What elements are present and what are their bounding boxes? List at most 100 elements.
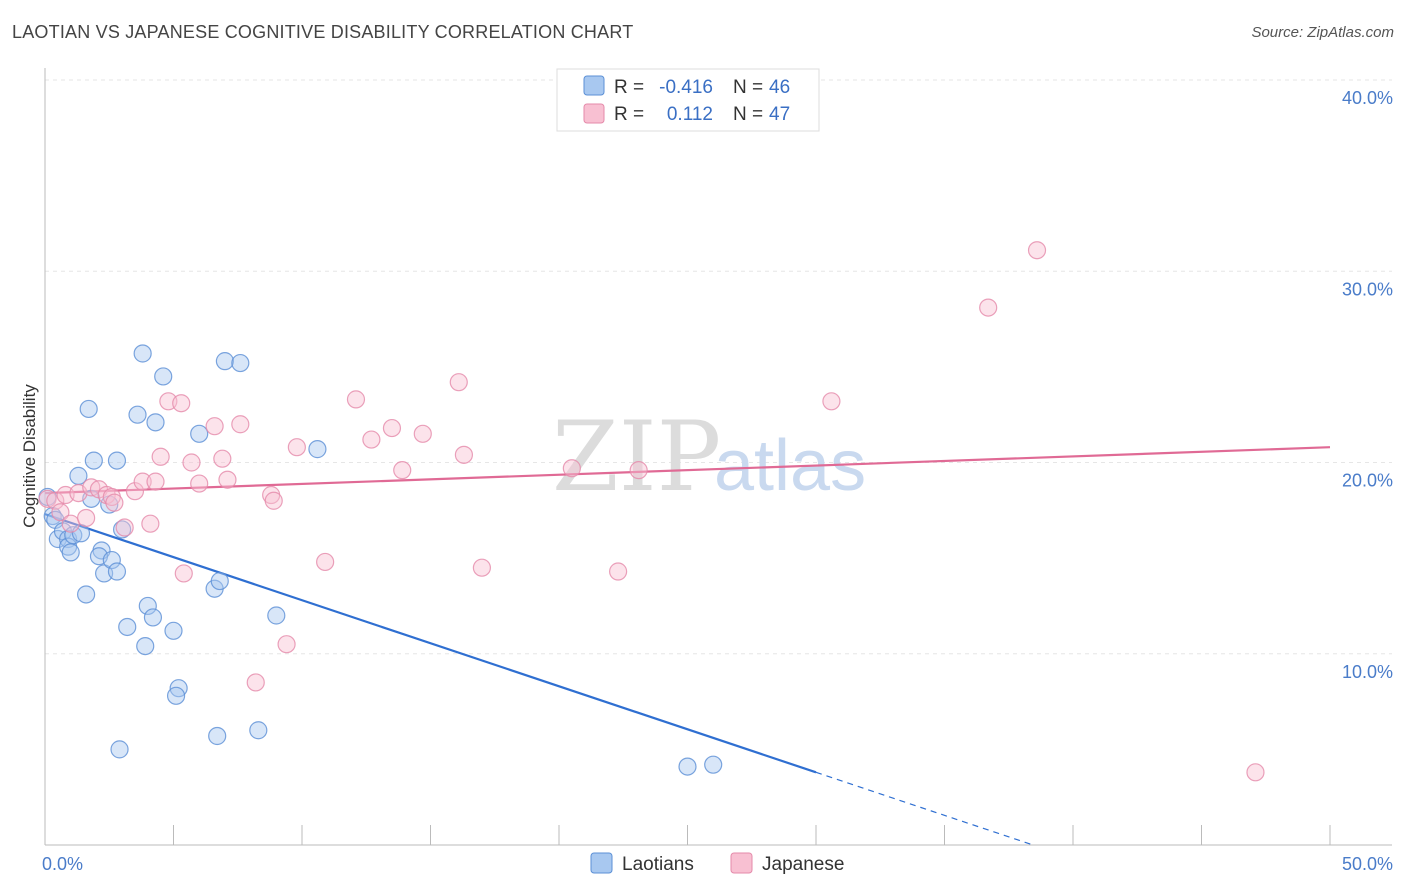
japanese-point-14 (133, 472, 152, 491)
laotian-point-43 (110, 740, 129, 759)
trendline-laotians-extension (815, 771, 1035, 847)
japanese-point-6 (77, 508, 96, 528)
laotian-point-37 (210, 571, 229, 591)
y-tick-label-20: 20.0% (1342, 471, 1393, 491)
laotian-point-7 (61, 543, 80, 562)
laotian-point-19 (102, 550, 121, 570)
japanese-point-31 (287, 438, 306, 457)
japanese-point-23 (205, 417, 224, 436)
laotian-point-20 (107, 562, 127, 581)
legend-top: R = -0.416 N = 46 R = 0.112 N = 47 (556, 68, 820, 132)
trendline-laotians (44, 513, 817, 774)
japanese-point-37 (413, 424, 432, 443)
axes (44, 68, 1392, 846)
legend-bottom: Laotians Japanese (590, 852, 844, 875)
legend-r-label-2: R = (614, 104, 644, 125)
legend-swatch-laotians (583, 75, 605, 96)
laotian-point-41 (267, 606, 286, 625)
japanese-point-40 (472, 558, 491, 577)
trendline-japanese (44, 446, 1331, 495)
laotian-point-30 (154, 367, 173, 386)
japanese-point-17 (151, 447, 170, 466)
japanese-point-44 (822, 392, 841, 411)
laotian-point-45 (704, 755, 723, 774)
japanese-point-27 (246, 673, 265, 692)
legend-r-value-1: -0.416 (659, 77, 713, 98)
laotian-point-11 (77, 585, 96, 604)
japanese-point-29 (264, 491, 283, 510)
bottom-swatch-japanese (730, 852, 753, 874)
chart-source: Source: ZipAtlas.com (1251, 24, 1394, 41)
japanese-point-26 (231, 415, 250, 434)
laotian-point-27 (138, 596, 157, 616)
laotian-point-25 (133, 344, 152, 363)
watermark-zip: ZIP (552, 401, 721, 513)
legend-swatch-japanese (583, 103, 605, 124)
laotian-point-33 (166, 686, 186, 705)
japanese-point-21 (182, 453, 201, 472)
legend-r-label-1: R = (614, 77, 644, 98)
japanese-point-15 (141, 514, 160, 533)
laotian-point-34 (190, 424, 209, 443)
laotian-point-44 (678, 757, 697, 776)
japanese-point-33 (346, 390, 366, 409)
japanese-point-38 (449, 373, 468, 392)
japanese-point-25 (218, 470, 237, 489)
japanese-point-24 (213, 449, 232, 468)
japanese-point-34 (362, 430, 381, 449)
japanese-point-12 (115, 518, 134, 537)
japanese-point-35 (382, 418, 402, 438)
japanese-point-43 (629, 461, 648, 480)
japanese-point-47 (1246, 763, 1265, 782)
bottom-legend-laotians: Laotians (622, 854, 694, 875)
legend-r-value-2: 0.112 (667, 104, 713, 125)
chart-title: LAOTIAN VS JAPANESE COGNITIVE DISABILITY… (12, 22, 634, 42)
legend-n-label-1: N = (733, 77, 763, 98)
japanese-point-41 (562, 459, 581, 478)
japanese-point-39 (454, 445, 474, 464)
bottom-swatch-laotians (590, 852, 613, 874)
legend-n-value-1: 46 (769, 77, 790, 98)
japanese-point-22 (190, 474, 209, 493)
y-axis-title: Cognitive Disability (20, 384, 39, 528)
x-tick-label-end: 50.0% (1342, 854, 1393, 874)
laotian-point-38 (215, 352, 234, 371)
laotian-point-29 (146, 413, 165, 432)
x-tick-label-start: 0.0% (42, 854, 83, 874)
japanese-point-19 (172, 394, 191, 413)
japanese-point-16 (146, 472, 165, 491)
laotian-point-26 (136, 636, 155, 656)
tick-labels: 10.0% 20.0% 30.0% 40.0% 0.0% 50.0% (42, 88, 1393, 874)
japanese-point-1 (46, 491, 65, 510)
laotian-point-22 (112, 520, 132, 539)
laotian-point-21 (107, 451, 127, 470)
laotian-point-12 (79, 399, 98, 419)
y-tick-label-30: 30.0% (1342, 279, 1393, 299)
laotian-point-39 (231, 353, 250, 373)
japanese-point-4 (61, 514, 80, 533)
y-tick-label-10: 10.0% (1342, 662, 1393, 682)
data-points (38, 241, 1265, 782)
japanese-point-20 (174, 564, 193, 583)
bottom-legend-japanese: Japanese (762, 854, 844, 875)
watermark: ZIP atlas (552, 401, 866, 513)
japanese-point-11 (105, 493, 124, 512)
japanese-point-30 (277, 635, 296, 654)
laotian-point-42 (308, 440, 327, 459)
japanese-point-46 (1027, 241, 1047, 260)
laotian-point-31 (164, 621, 183, 640)
laotian-point-14 (84, 451, 103, 470)
japanese-point-13 (125, 482, 145, 501)
japanese-point-32 (316, 552, 335, 572)
legend-n-value-2: 47 (769, 104, 790, 125)
laotian-point-24 (128, 405, 147, 424)
laotian-point-23 (118, 617, 137, 637)
laotian-point-40 (249, 721, 268, 740)
legend-n-label-2: N = (733, 104, 763, 125)
japanese-point-45 (979, 298, 998, 317)
japanese-point-2 (51, 503, 70, 522)
laotian-point-36 (208, 726, 227, 746)
trendlines (44, 446, 1331, 847)
japanese-point-36 (393, 461, 412, 480)
